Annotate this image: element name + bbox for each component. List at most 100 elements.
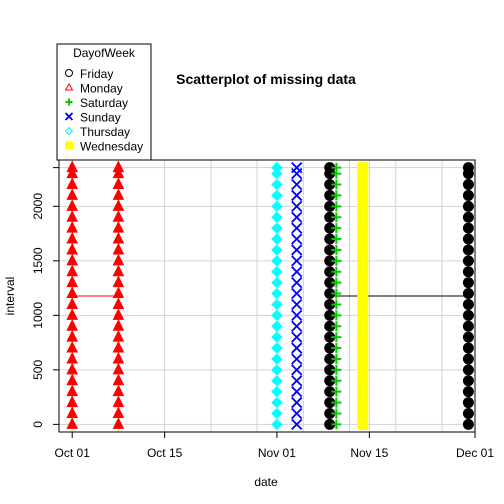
plot-frame <box>58 159 476 433</box>
data-point <box>357 407 369 419</box>
data-point <box>291 222 303 234</box>
data-point <box>271 353 283 365</box>
data-point <box>112 221 125 233</box>
data-point <box>291 375 303 387</box>
data-point <box>271 244 283 256</box>
data-point <box>291 233 303 245</box>
data-point <box>271 298 283 311</box>
data-point <box>291 244 303 256</box>
legend-marker-friday <box>65 69 73 77</box>
data-point <box>331 288 342 299</box>
data-point <box>66 264 79 277</box>
data-point <box>357 418 369 430</box>
data-point <box>66 297 79 309</box>
legend-title: DayofWeek <box>73 46 136 60</box>
data-point <box>357 386 369 398</box>
data-point <box>462 222 474 234</box>
data-point <box>112 166 125 179</box>
data-point <box>112 275 125 288</box>
data-point <box>66 330 79 342</box>
data-point <box>331 321 342 332</box>
data-point <box>271 167 283 180</box>
y-tick-label: 2000 <box>31 193 45 220</box>
data-point <box>271 276 283 289</box>
data-point <box>462 189 474 201</box>
x-tick-label: Oct 01 <box>55 446 91 460</box>
data-point <box>112 253 125 266</box>
data-point <box>357 298 369 310</box>
data-point <box>66 221 79 233</box>
legend-entry-thursday: Thursday <box>80 125 130 139</box>
data-point <box>462 255 474 267</box>
data-point <box>357 331 369 343</box>
data-point <box>66 384 79 397</box>
data-point <box>331 353 342 364</box>
data-point <box>271 233 283 245</box>
data-point <box>291 277 303 289</box>
data-point <box>271 407 283 420</box>
legend-entry-friday: Friday <box>80 67 113 81</box>
data-point <box>112 199 125 211</box>
data-point <box>331 179 342 190</box>
data-point <box>66 210 79 222</box>
data-point <box>357 255 369 267</box>
data-point <box>357 353 369 365</box>
data-point <box>271 211 283 223</box>
data-point <box>291 386 303 398</box>
data-point <box>66 160 79 173</box>
data-point <box>357 364 369 376</box>
x-tick-label: Nov 01 <box>258 446 296 460</box>
data-point <box>331 332 342 343</box>
data-point <box>462 386 474 398</box>
data-point <box>462 288 474 300</box>
legend-marker-saturday <box>65 98 73 106</box>
data-point <box>271 320 283 332</box>
data-point <box>331 201 342 212</box>
data-point <box>271 342 283 354</box>
data-point <box>271 189 283 202</box>
data-point <box>331 212 342 223</box>
data-point <box>462 179 474 191</box>
data-point <box>357 179 369 191</box>
data-point <box>66 417 79 429</box>
data-point <box>271 418 283 431</box>
data-point <box>331 299 342 310</box>
data-point <box>66 275 79 288</box>
data-point <box>66 395 79 408</box>
data-point <box>291 418 303 431</box>
x-tick-label: Oct 15 <box>147 446 183 460</box>
data-point <box>291 287 303 300</box>
data-point <box>291 211 303 223</box>
data-points <box>66 160 474 431</box>
data-point <box>271 255 283 267</box>
y-tick-label: 1000 <box>31 302 45 329</box>
data-point <box>291 407 303 420</box>
data-point <box>462 353 474 365</box>
data-point <box>66 253 79 266</box>
y-tick-label: 1500 <box>31 247 45 274</box>
data-point <box>112 384 125 397</box>
data-point <box>112 340 125 353</box>
data-point <box>462 397 474 409</box>
data-point <box>357 211 369 223</box>
data-point <box>112 406 125 418</box>
data-point <box>462 407 474 419</box>
x-tick-label: Nov 15 <box>350 446 388 460</box>
data-point <box>271 364 283 376</box>
data-point <box>271 331 283 343</box>
data-point <box>112 210 125 222</box>
data-point <box>291 266 303 278</box>
data-point <box>66 231 79 244</box>
data-point <box>331 255 342 266</box>
data-point <box>462 320 474 332</box>
legend-box <box>56 43 152 161</box>
series-wednesday <box>357 162 369 430</box>
data-point <box>462 418 474 430</box>
data-point <box>331 234 342 245</box>
data-point <box>331 277 342 288</box>
series-sunday <box>291 161 303 431</box>
data-point <box>291 189 303 202</box>
data-point <box>112 231 125 244</box>
data-point <box>291 161 303 174</box>
data-point <box>331 223 342 234</box>
